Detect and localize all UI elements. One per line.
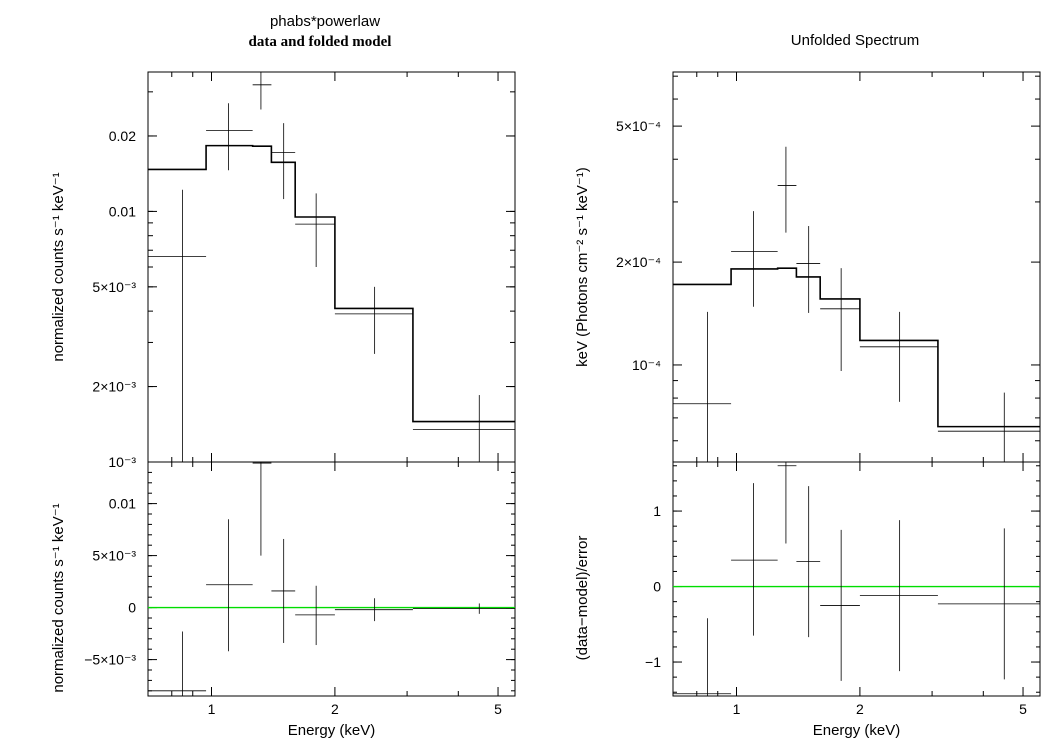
y-tick-label: 0 [128, 600, 136, 616]
right-title: Unfolded Spectrum [791, 32, 919, 49]
y-tick-label: 2×10⁻³ [92, 379, 136, 395]
panel-right-top: 5×10⁻⁴ 2×10⁻⁴ 10⁻⁴ keV (Photons cm⁻² s⁻¹ ke… [574, 71, 1041, 463]
y-tick-label: −1 [645, 654, 661, 670]
y-axis-label: normalized counts s⁻¹ keV⁻¹ [50, 503, 67, 692]
y-tick-label: −5×10⁻³ [84, 652, 136, 668]
panel-left-top: 0.02 0.01 5×10⁻³ 2×10⁻³ 10⁻³ normalized count… [50, 71, 516, 470]
y-axis-label: keV (Photons cm⁻² s⁻¹ keV⁻¹) [574, 167, 591, 367]
x-tick-label: 2 [331, 701, 339, 717]
y-axis-label: normalized counts s⁻¹ keV⁻¹ [50, 172, 67, 361]
model-step-line [148, 144, 515, 423]
y-tick-label: 5×10⁻³ [92, 548, 136, 564]
x-tick-label: 1 [733, 701, 741, 717]
plot-frame [672, 461, 1041, 697]
y-tick-label: 1 [653, 503, 661, 519]
y-tick-label: 0 [653, 579, 661, 595]
x-tick-label: 1 [208, 701, 216, 717]
x-tick-label: 5 [494, 701, 502, 717]
y-axis-label: (data−model)/error [574, 536, 591, 661]
panel-left-bottom: 1 2 5 Energy (keV) 0.01 5×10⁻³ 0 −5×10⁻³ normali… [50, 461, 516, 739]
y-tick-label: 10⁻³ [108, 454, 136, 470]
y-tick-label: 0.02 [109, 128, 136, 144]
model-step-line [673, 267, 1040, 428]
left-title: phabs*powerlaw [270, 13, 380, 30]
y-tick-label: 5×10⁻³ [92, 279, 136, 295]
x-axis-label: Energy (keV) [288, 722, 376, 739]
panel-right-bottom: 1 2 5 Energy (keV) 1 0 −1 (data−model)/error [574, 461, 1041, 739]
y-tick-label: 2×10⁻⁴ [616, 254, 661, 270]
plot-frame [147, 71, 516, 463]
plot-panels: 0.02 0.01 5×10⁻³ 2×10⁻³ 10⁻³ normalized count… [50, 71, 1041, 739]
left-subtitle: data and folded model [249, 34, 392, 50]
y-tick-label: 0.01 [109, 496, 136, 512]
x-axis-label: Energy (keV) [813, 722, 901, 739]
y-tick-label: 10⁻⁴ [632, 357, 661, 373]
y-tick-label: 5×10⁻⁴ [616, 118, 661, 134]
x-tick-label: 5 [1019, 701, 1027, 717]
x-tick-label: 2 [856, 701, 864, 717]
plot-frame [147, 461, 516, 697]
y-tick-label: 0.01 [109, 203, 136, 219]
